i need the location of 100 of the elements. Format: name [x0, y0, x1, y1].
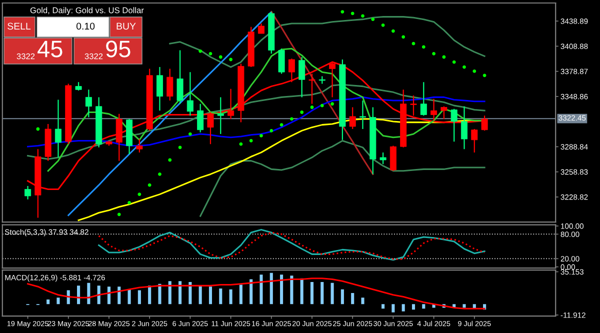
line-series: [27, 84, 486, 160]
bar: [250, 279, 253, 304]
point: [310, 106, 314, 109]
bar: [290, 276, 294, 304]
point: [168, 158, 172, 162]
point: [330, 102, 334, 106]
candlestick: [197, 103, 204, 133]
bar: [219, 288, 222, 304]
point: [402, 35, 406, 39]
point: [482, 74, 486, 78]
candlestick: [85, 89, 92, 118]
bar: [107, 286, 110, 304]
annotation: 0.10: [76, 22, 95, 30]
bar: [168, 281, 172, 304]
point: [128, 200, 131, 204]
point: [148, 183, 152, 187]
bar: [402, 304, 405, 312]
point: [270, 128, 274, 132]
annotation: 95: [106, 40, 130, 58]
bar: [392, 304, 395, 312]
candlestick: [176, 50, 184, 104]
bar: [330, 282, 334, 304]
line-series: [169, 16, 486, 68]
point: [198, 49, 202, 53]
bar: [178, 281, 182, 304]
point: [138, 192, 142, 196]
bar: [382, 304, 385, 309]
bar: [351, 293, 354, 304]
candlestick: [298, 56, 306, 98]
candlestick: [308, 73, 316, 104]
bar: [158, 284, 162, 304]
candlestick: [440, 106, 448, 120]
point: [218, 55, 222, 59]
candlestick: [471, 128, 478, 154]
annotation: SELL: [8, 22, 31, 30]
bar: [77, 286, 80, 304]
candlestick: [156, 66, 163, 112]
chart-title: Gold, Daily: Gold vs. US Dollar: [30, 7, 144, 15]
bar: [138, 290, 141, 304]
bar: [87, 282, 90, 304]
bar: [422, 304, 426, 309]
point: [381, 23, 385, 27]
candlestick: [349, 106, 356, 130]
bar: [229, 289, 232, 304]
candlestick: [228, 88, 234, 120]
bar: [340, 289, 344, 304]
candlestick: [54, 99, 62, 158]
point: [422, 45, 426, 49]
point: [117, 212, 121, 216]
candlestick: [430, 98, 438, 122]
candlestick: [116, 113, 122, 162]
point: [249, 139, 253, 142]
point: [371, 18, 375, 22]
candlestick: [186, 72, 194, 116]
candlestick: [380, 152, 386, 165]
candlestick: [359, 100, 366, 130]
line-series: [270, 11, 374, 175]
point: [462, 65, 466, 69]
annotation: 45: [38, 40, 62, 58]
bar: [361, 298, 364, 304]
bar: [280, 274, 284, 304]
bar: [97, 286, 100, 304]
candlestick: [24, 185, 32, 200]
candlestick: [460, 106, 468, 150]
candlestick: [166, 68, 174, 102]
point: [280, 123, 284, 127]
bar: [188, 282, 192, 304]
point: [208, 52, 212, 56]
bar: [462, 304, 466, 308]
bar: [310, 282, 314, 304]
candlestick: [390, 145, 396, 172]
annotation: 3322: [16, 53, 35, 60]
point: [290, 117, 294, 121]
point: [350, 12, 354, 16]
bar: [300, 278, 304, 304]
point: [412, 42, 416, 46]
bar: [239, 284, 242, 304]
point: [239, 142, 243, 146]
bar: [46, 299, 50, 304]
line-series: [200, 140, 486, 217]
annotation: BUY: [116, 22, 136, 30]
candlestick: [207, 112, 214, 145]
bar: [56, 298, 60, 304]
candlestick: [450, 108, 458, 142]
point: [361, 14, 364, 18]
candlestick: [217, 96, 224, 135]
point: [188, 132, 192, 136]
point: [472, 70, 476, 73]
point: [300, 110, 304, 114]
candlestick: [136, 138, 143, 154]
point: [391, 29, 395, 33]
candlestick: [410, 94, 417, 116]
bar: [412, 304, 416, 310]
bar: [208, 286, 212, 304]
bar: [118, 286, 121, 304]
bar: [128, 289, 131, 304]
point: [452, 60, 456, 64]
point: [340, 10, 344, 14]
point: [158, 172, 162, 176]
point: [229, 58, 232, 62]
